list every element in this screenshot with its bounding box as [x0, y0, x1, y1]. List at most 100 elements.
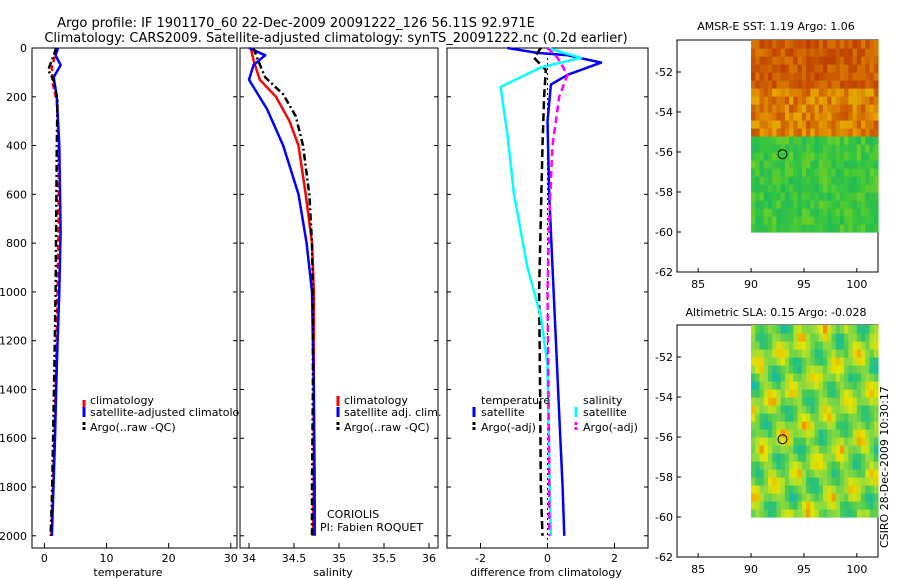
map-cell — [839, 120, 845, 129]
map-cell — [839, 136, 845, 145]
map-cell — [759, 405, 765, 414]
map-cell — [793, 40, 799, 49]
map-cell — [810, 40, 816, 49]
x-tick-label: 85 — [691, 278, 705, 291]
y-tick-label: -56 — [655, 146, 673, 159]
map-cell — [869, 509, 875, 518]
map-cell — [751, 128, 756, 137]
map-cell — [776, 160, 782, 169]
map-cell — [818, 413, 824, 422]
map-cell — [755, 461, 761, 470]
map-cell — [751, 192, 756, 201]
map-cell — [767, 373, 773, 382]
map-cell — [861, 397, 866, 406]
map-cell — [767, 365, 773, 374]
map-cell — [822, 349, 828, 358]
map-cell — [784, 120, 790, 129]
map-cell — [776, 469, 782, 478]
map-cell — [806, 493, 811, 502]
map-cell — [810, 208, 816, 217]
map-cell — [751, 453, 756, 462]
map-cell — [835, 40, 841, 49]
map-cell — [780, 224, 786, 233]
legend-title-salinity: salinity — [583, 394, 623, 407]
map-cell — [827, 501, 833, 510]
map-cell — [810, 120, 816, 129]
map-cell — [814, 405, 820, 414]
map-cell — [780, 477, 786, 486]
map-cell — [873, 477, 879, 486]
map-cell — [763, 176, 769, 185]
y-tick-label: -58 — [655, 471, 673, 484]
map-cell — [784, 224, 790, 233]
map-cell — [822, 373, 828, 382]
map-cell — [861, 112, 866, 121]
map-cell — [784, 429, 790, 438]
map-cell — [759, 72, 765, 81]
map-cell — [818, 373, 824, 382]
map-cell — [776, 112, 782, 121]
map-cell — [772, 333, 778, 342]
map-cell — [831, 445, 837, 454]
map-cell — [801, 128, 807, 137]
y-tick-label: -54 — [655, 106, 673, 119]
map-cell — [797, 461, 803, 470]
map-cell — [852, 88, 858, 97]
map-cell — [789, 373, 794, 382]
map-cell — [861, 176, 866, 185]
map-cell — [814, 136, 820, 145]
map-cell — [755, 325, 761, 334]
map-cell — [856, 184, 862, 193]
map-cell — [767, 461, 773, 470]
x-tick-label: 35 — [332, 552, 346, 565]
map-cell — [861, 88, 866, 97]
map-cell — [772, 397, 778, 406]
map-cell — [822, 445, 828, 454]
map-cell — [767, 112, 773, 121]
map-cell — [818, 80, 824, 89]
map-cell — [844, 437, 849, 446]
map-cell — [831, 96, 837, 105]
map-cell — [831, 381, 837, 390]
map-cell — [873, 485, 879, 494]
map-cell — [810, 365, 816, 374]
map-cell — [865, 373, 871, 382]
map-cell — [810, 349, 816, 358]
map-cell — [780, 64, 786, 73]
map-cell — [776, 325, 782, 334]
map-cell — [844, 192, 849, 201]
map-cell — [827, 469, 833, 478]
map-cell — [776, 224, 782, 233]
map-cell — [827, 453, 833, 462]
map-cell — [865, 357, 871, 366]
map-cell — [776, 381, 782, 390]
map-cell — [856, 48, 862, 57]
map-cell — [789, 421, 794, 430]
legend-title-temperature: temperature — [481, 394, 550, 407]
map-cell — [789, 40, 794, 49]
map-cell — [772, 413, 778, 422]
map-cell — [793, 136, 799, 145]
map-cell — [806, 477, 811, 486]
map-cell — [755, 405, 761, 414]
map-cell — [806, 144, 811, 153]
map-cell — [806, 413, 811, 422]
map-cell — [839, 397, 845, 406]
map-cell — [751, 96, 756, 105]
map-cell — [751, 477, 756, 486]
map-cell — [759, 341, 765, 350]
map-cell — [784, 357, 790, 366]
map-cell — [848, 397, 854, 406]
map-cell — [852, 48, 858, 57]
map-cell — [831, 48, 837, 57]
map-cell — [856, 453, 862, 462]
salinity-series — [247, 46, 316, 536]
map-cell — [822, 341, 828, 350]
map-cell — [814, 397, 820, 406]
x-tick-label: 30 — [224, 552, 238, 565]
map-cell — [793, 389, 799, 398]
map-cell — [818, 72, 824, 81]
map-cell — [751, 152, 756, 161]
map-cell — [806, 160, 811, 169]
map-cell — [844, 96, 849, 105]
